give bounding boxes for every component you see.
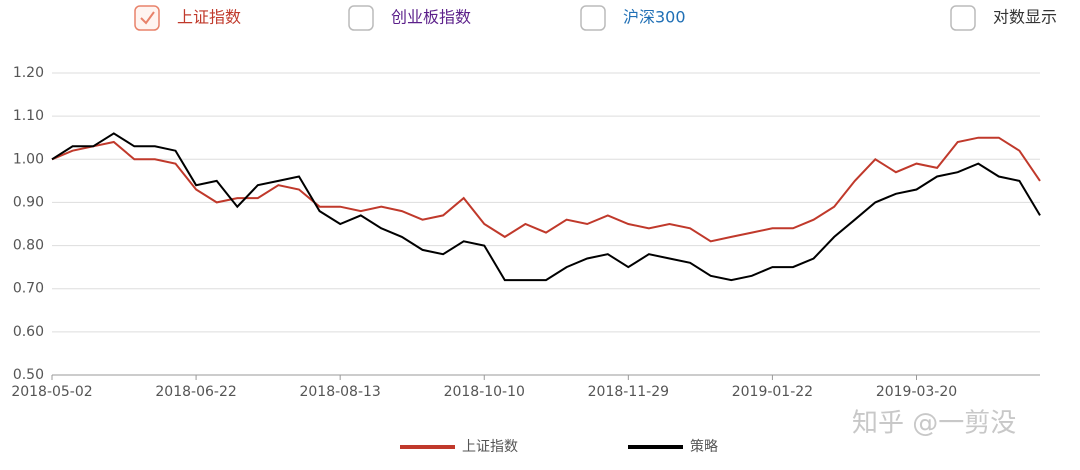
legend-label: 策略	[690, 438, 718, 455]
x-tick-label: 2018-10-10	[444, 384, 525, 400]
checkbox[interactable]	[580, 5, 606, 31]
watermark: 知乎 @一剪没	[852, 409, 1016, 439]
y-tick-label: 0.80	[13, 238, 44, 254]
checkbox-label[interactable]: 上证指数	[177, 8, 241, 27]
series-line	[51, 136, 1041, 243]
check-mark	[140, 11, 155, 25]
x-tick-label: 2018-05-02	[11, 384, 92, 400]
y-tick-label: 0.90	[13, 194, 44, 210]
checkbox-label[interactable]: 创业板指数	[391, 8, 471, 27]
y-tick-label: 1.10	[13, 108, 44, 124]
checkbox[interactable]	[348, 5, 374, 31]
checkbox[interactable]	[134, 5, 160, 31]
x-tick-label: 2019-03-20	[876, 384, 957, 400]
y-tick-label: 0.50	[13, 367, 44, 383]
x-tick-label: 2019-01-22	[732, 384, 813, 400]
x-tick-label: 2018-11-29	[588, 384, 669, 400]
checkbox-label[interactable]: 沪深300	[623, 8, 686, 27]
y-tick-label: 1.20	[13, 65, 44, 81]
y-tick-label: 0.60	[13, 324, 44, 340]
x-tick-label: 2018-06-22	[155, 384, 236, 400]
y-tick-label: 0.70	[13, 281, 44, 297]
series-line	[51, 132, 1041, 282]
checkbox[interactable]	[950, 5, 976, 31]
checkbox-label[interactable]: 对数显示	[993, 8, 1057, 27]
y-tick-label: 1.00	[13, 151, 44, 167]
legend-label: 上证指数	[462, 439, 518, 455]
x-tick-label: 2018-08-13	[299, 384, 380, 400]
